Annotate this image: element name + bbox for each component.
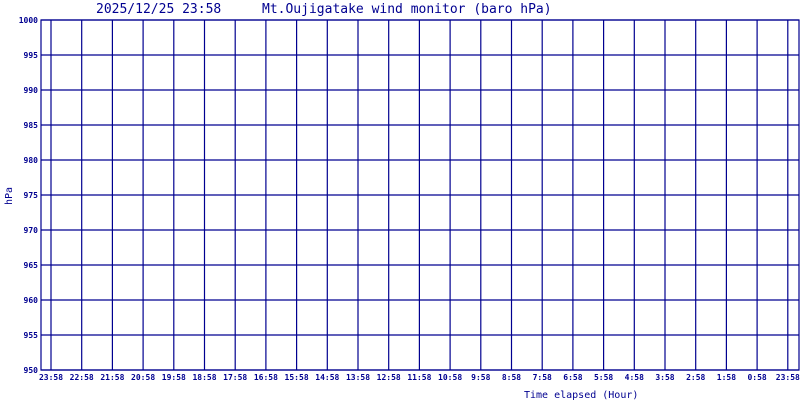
x-tick-label: 3:58 xyxy=(655,373,674,382)
x-tick-label: 23:58 xyxy=(39,373,63,382)
x-tick-label: 10:58 xyxy=(438,373,462,382)
x-tick-label: 9:58 xyxy=(471,373,490,382)
x-tick-label: 12:58 xyxy=(377,373,401,382)
x-tick-label: 15:58 xyxy=(285,373,309,382)
y-tick-label: 965 xyxy=(24,261,39,270)
y-tick-label: 995 xyxy=(24,51,39,60)
x-tick-label: 4:58 xyxy=(625,373,644,382)
y-axis-label: hPa xyxy=(4,187,15,205)
x-tick-label: 21:58 xyxy=(100,373,124,382)
x-tick-label: 11:58 xyxy=(407,373,431,382)
y-tick-label: 980 xyxy=(24,156,39,165)
x-tick-label: 6:58 xyxy=(563,373,582,382)
x-tick-label: 5:58 xyxy=(594,373,613,382)
y-tick-label: 955 xyxy=(24,331,39,340)
y-tick-label: 970 xyxy=(24,226,39,235)
y-tick-label: 960 xyxy=(24,296,39,305)
x-tick-label: 13:58 xyxy=(346,373,370,382)
y-tick-label: 975 xyxy=(24,191,39,200)
x-tick-label: 7:58 xyxy=(533,373,552,382)
x-tick-label: 0:58 xyxy=(747,373,766,382)
x-tick-label: 17:58 xyxy=(223,373,247,382)
x-axis-label: Time elapsed (Hour) xyxy=(524,390,638,400)
y-tick-label: 990 xyxy=(24,86,39,95)
y-tick-label: 950 xyxy=(24,366,39,375)
x-tick-label: 2:58 xyxy=(686,373,705,382)
chart-timestamp: 2025/12/25 23:58 xyxy=(96,2,221,17)
x-tick-label: 20:58 xyxy=(131,373,155,382)
x-tick-label: 18:58 xyxy=(192,373,216,382)
x-tick-label: 22:58 xyxy=(70,373,94,382)
x-tick-label: 14:58 xyxy=(315,373,339,382)
x-tick-label: 16:58 xyxy=(254,373,278,382)
x-tick-label: 19:58 xyxy=(162,373,186,382)
x-tick-label: 1:58 xyxy=(717,373,736,382)
y-tick-label: 1000 xyxy=(19,16,38,25)
x-tick-label: 8:58 xyxy=(502,373,521,382)
x-tick-label: 23:58 xyxy=(776,373,800,382)
chart-title: Mt.Oujigatake wind monitor (baro hPa) xyxy=(262,2,552,17)
y-tick-label: 985 xyxy=(24,121,39,130)
